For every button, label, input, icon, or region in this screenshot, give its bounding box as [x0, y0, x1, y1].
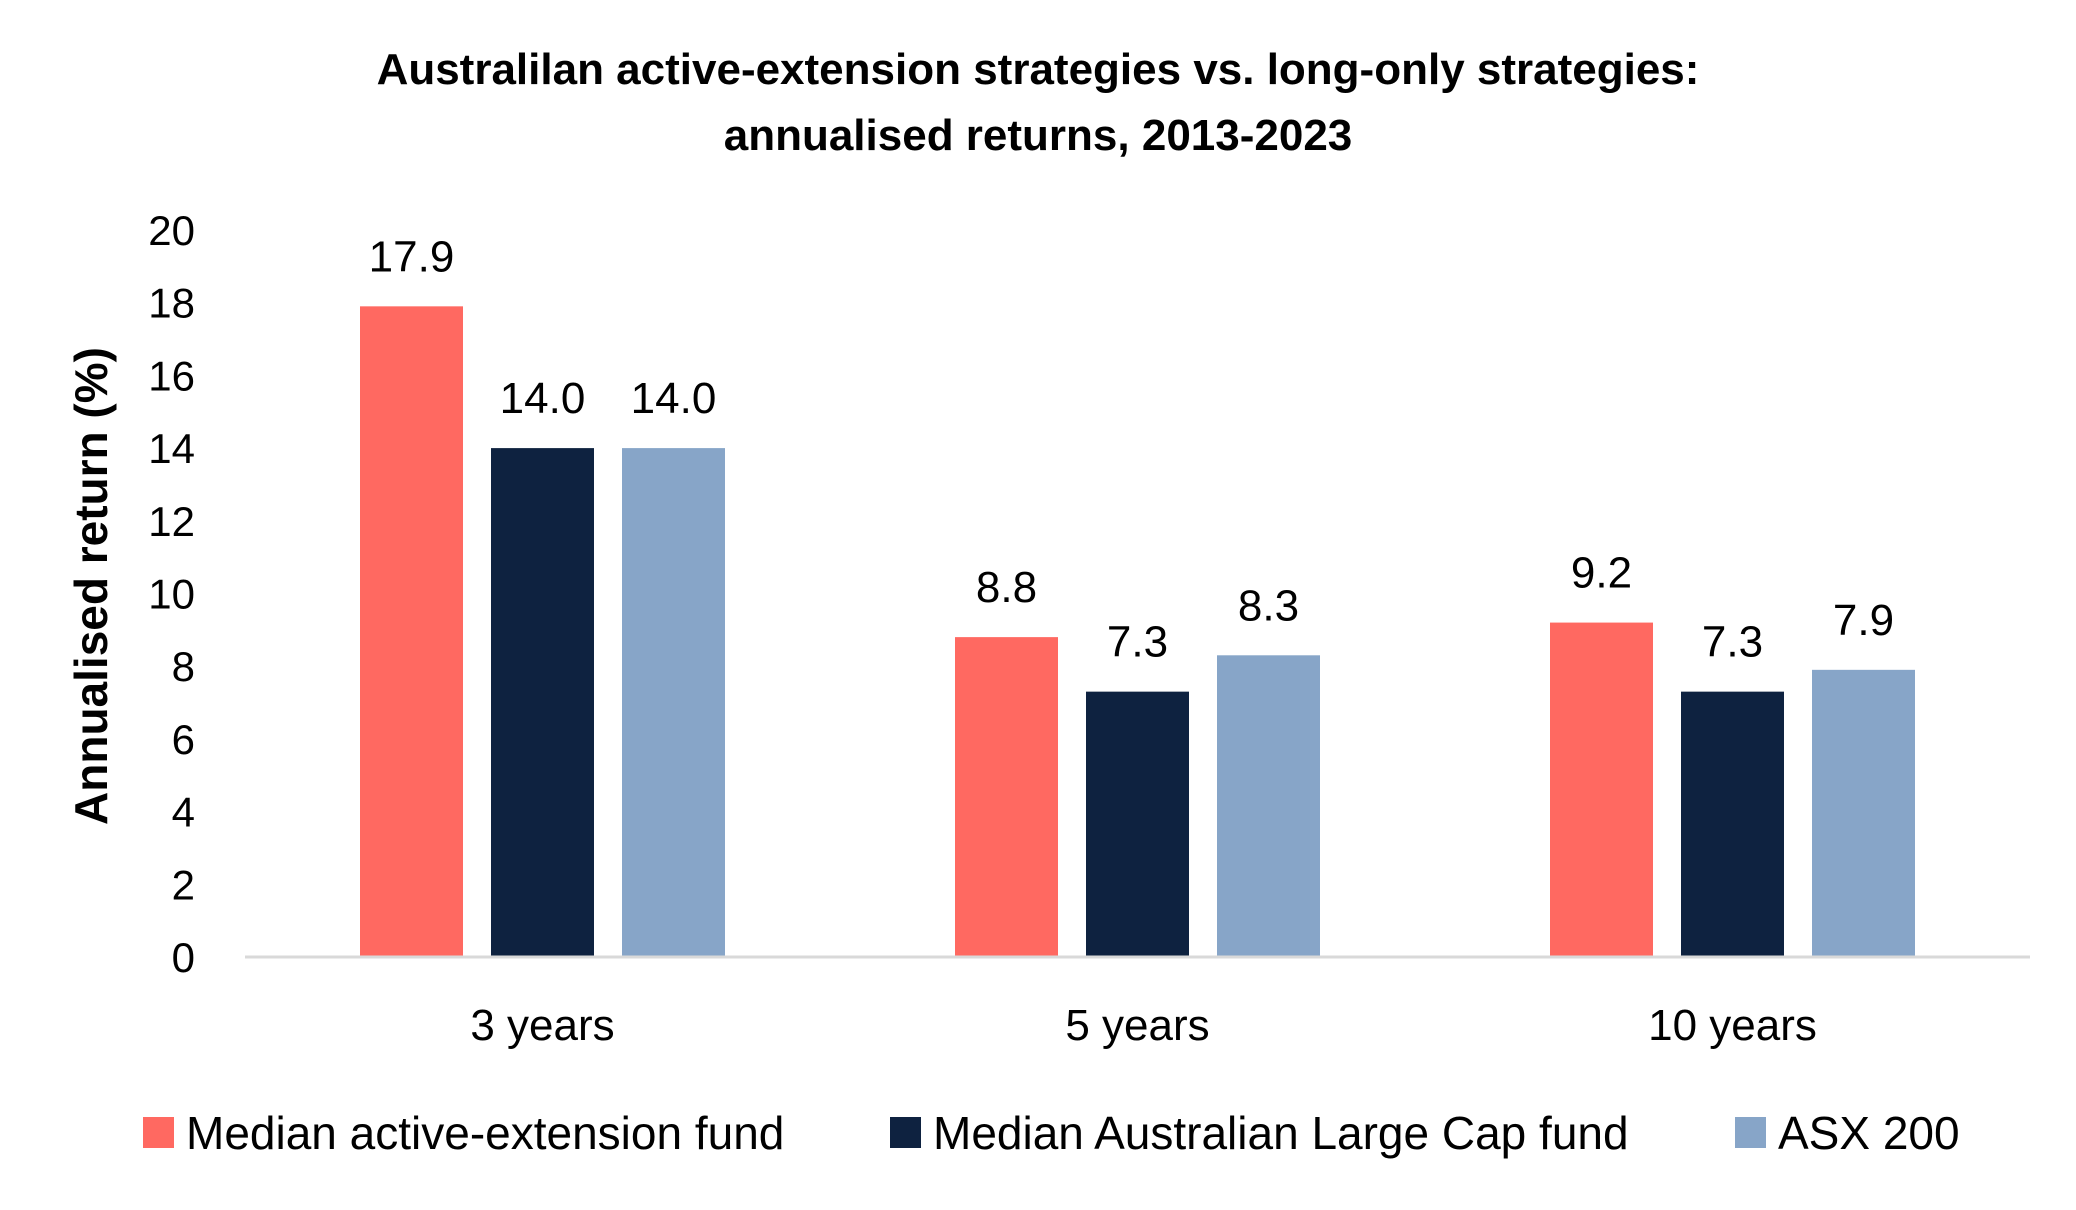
bar-5-years-series-3 — [1217, 655, 1320, 957]
y-tick-label: 0 — [172, 934, 195, 981]
data-label: 8.8 — [976, 563, 1037, 612]
chart-subtitle: annualised returns, 2013-2023 — [724, 111, 1353, 160]
data-label: 17.9 — [369, 232, 455, 281]
x-axis-category-labels: 3 years 5 years 10 years — [470, 1001, 1817, 1050]
y-axis-label: Annualised return (%) — [65, 347, 117, 825]
y-axis-ticks: 0 2 4 6 8 10 12 14 16 18 20 — [148, 207, 195, 981]
x-category-label: 5 years — [1065, 1001, 1209, 1050]
data-labels-group: 17.9 14.0 14.0 8.8 7.3 8.3 9.2 7.3 7.9 — [369, 232, 1894, 666]
legend-label: Median active-extension fund — [186, 1107, 784, 1159]
chart-title: Australilan active-extension strategies … — [377, 45, 1700, 94]
data-label: 7.3 — [1107, 618, 1168, 667]
legend: Median active-extension fund Median Austr… — [143, 1107, 1960, 1159]
legend-label: ASX 200 — [1778, 1107, 1960, 1159]
legend-swatch — [1735, 1117, 1766, 1148]
bars-group — [360, 306, 1915, 958]
data-label: 7.9 — [1833, 596, 1894, 645]
data-label: 9.2 — [1571, 549, 1632, 598]
bar-10-years-series-1 — [1550, 622, 1653, 957]
y-tick-label: 16 — [148, 352, 195, 399]
y-tick-label: 8 — [172, 643, 195, 690]
legend-swatch — [143, 1117, 174, 1148]
data-label: 7.3 — [1702, 618, 1763, 667]
x-category-label: 3 years — [470, 1001, 614, 1050]
y-tick-label: 2 — [172, 861, 195, 908]
data-label: 8.3 — [1238, 581, 1299, 630]
bar-5-years-series-1 — [955, 637, 1058, 957]
data-label: 14.0 — [500, 374, 586, 423]
y-tick-label: 14 — [148, 425, 195, 472]
x-category-label: 10 years — [1648, 1001, 1817, 1050]
y-tick-label: 12 — [148, 498, 195, 545]
y-tick-label: 18 — [148, 280, 195, 327]
bar-10-years-series-3 — [1812, 669, 1915, 957]
bar-5-years-series-2 — [1086, 691, 1189, 957]
y-tick-label: 10 — [148, 571, 195, 618]
legend-label: Median Australian Large Cap fund — [933, 1107, 1629, 1159]
data-label: 14.0 — [631, 374, 717, 423]
y-tick-label: 20 — [148, 207, 195, 254]
bar-3-years-series-3 — [622, 448, 725, 957]
bar-10-years-series-2 — [1681, 691, 1784, 957]
legend-swatch — [890, 1117, 921, 1148]
bar-3-years-series-1 — [360, 306, 463, 958]
y-tick-label: 4 — [172, 789, 195, 836]
y-tick-label: 6 — [172, 716, 195, 763]
bar-3-years-series-2 — [491, 448, 594, 957]
